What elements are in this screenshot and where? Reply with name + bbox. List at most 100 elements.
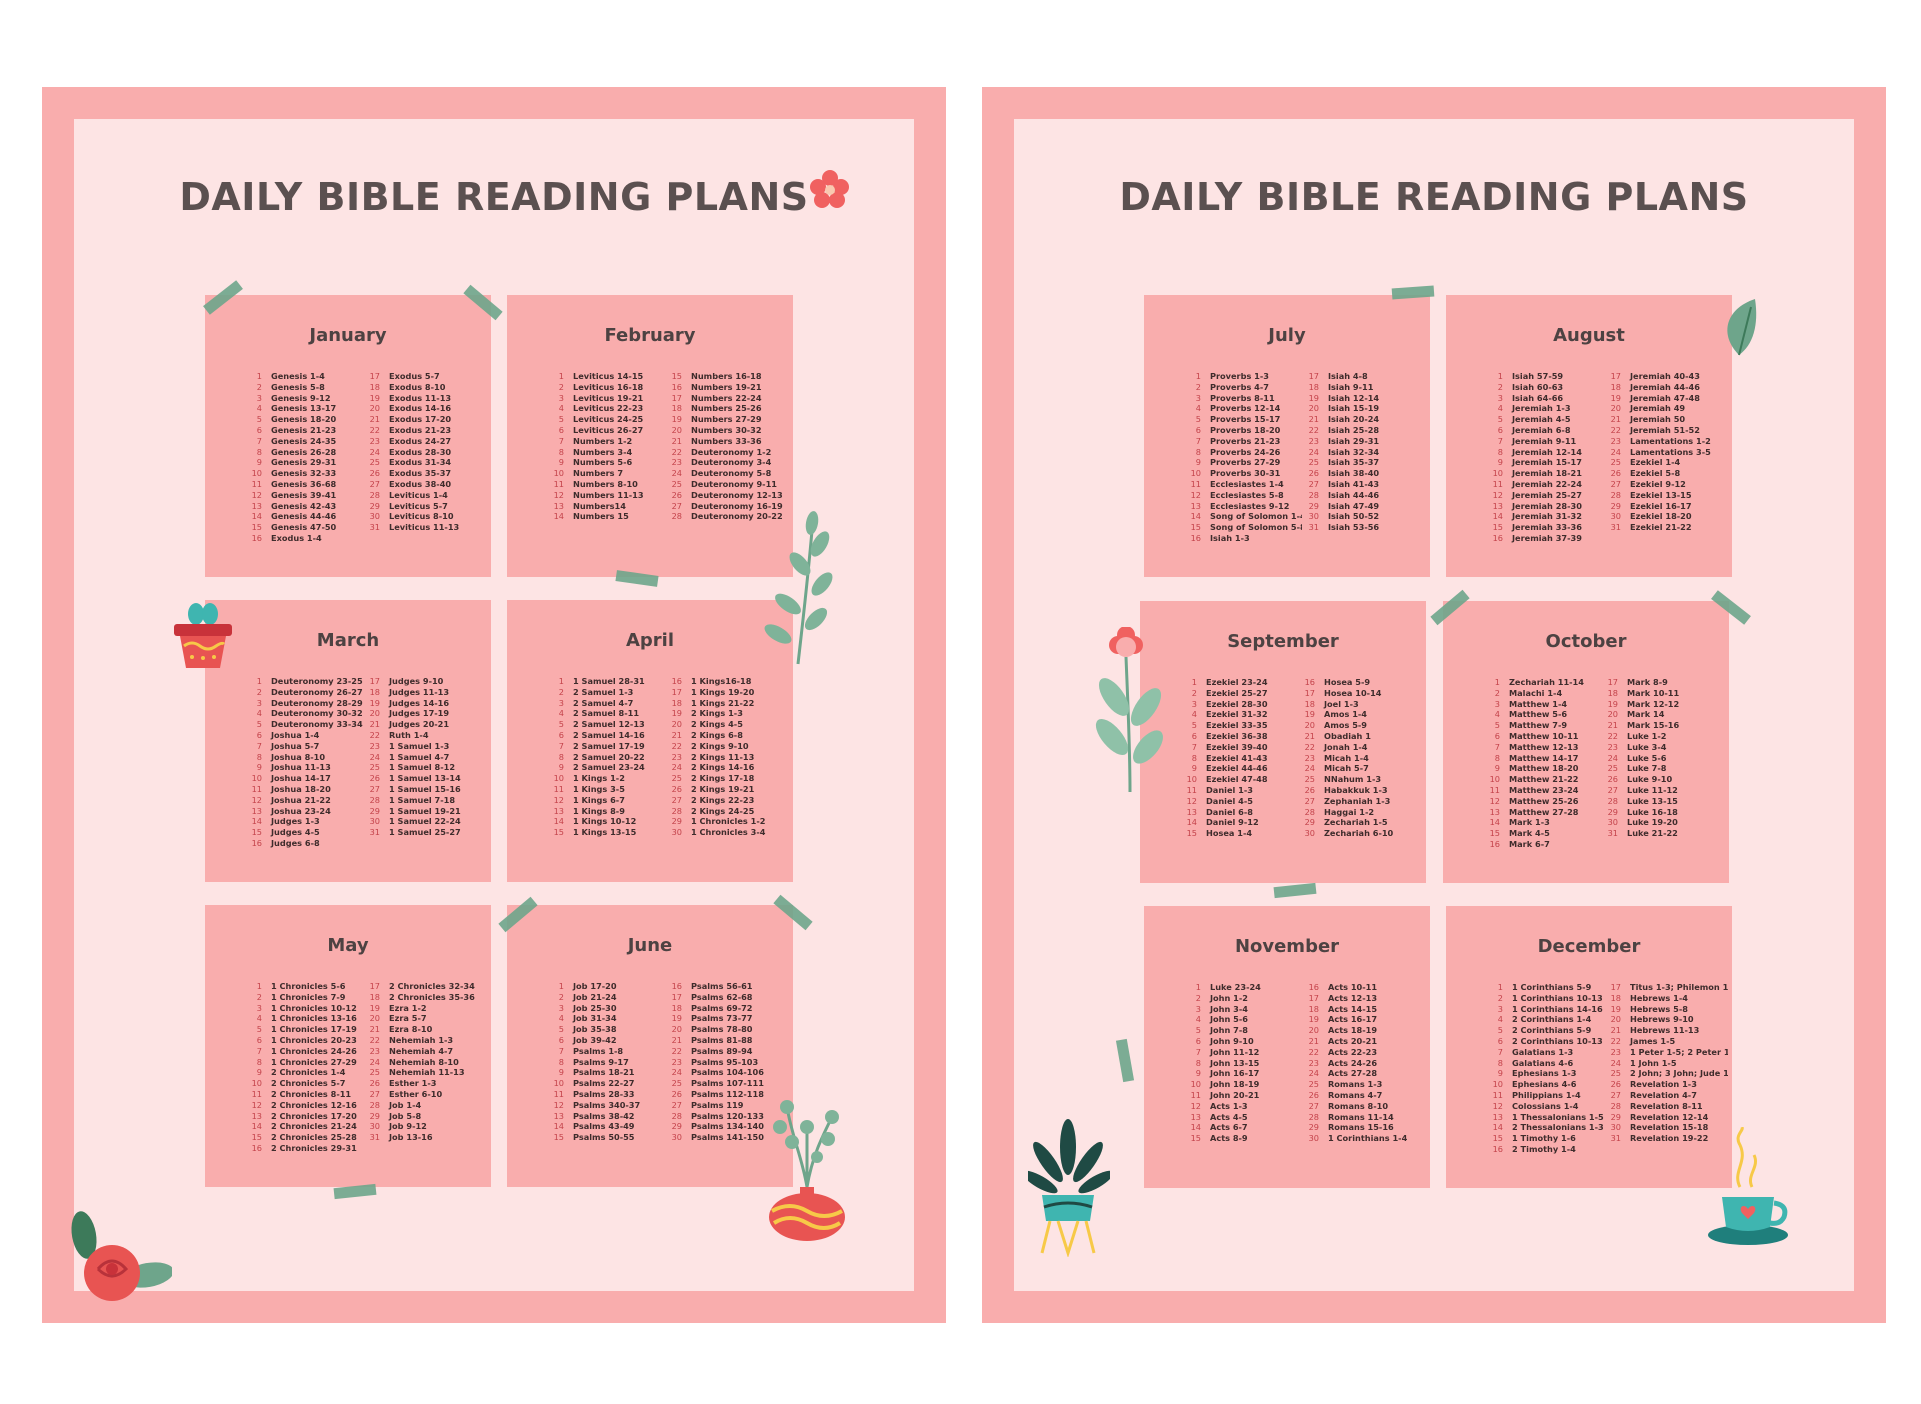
- day-number: 6: [1195, 424, 1201, 435]
- reading-text: Exodus 5-7: [389, 371, 440, 381]
- day-number: 2: [558, 991, 564, 1002]
- reading-text: Matthew 27-28: [1509, 806, 1579, 817]
- month-card-september: September 1 Ezekiel 23-24 2 Ezekiel 25-27 3 E…: [1140, 601, 1426, 883]
- reading-text: John 16-17: [1210, 1068, 1260, 1079]
- day-number: 10: [251, 1078, 262, 1089]
- reading-row: 7 Genesis 24-35: [245, 436, 363, 447]
- day-number: 19: [369, 392, 380, 403]
- day-number: 1: [256, 371, 262, 381]
- day-number: 18: [1304, 698, 1315, 709]
- reading-text: Isiah 29-31: [1328, 435, 1380, 446]
- reading-row: 12 Genesis 39-41: [245, 490, 363, 501]
- reading-row: 1 1 Corinthians 5-9: [1486, 982, 1604, 993]
- day-number: 9: [1195, 457, 1201, 468]
- day-number: 27: [1308, 478, 1319, 489]
- day-number: 16: [1489, 838, 1500, 849]
- day-number: 17: [671, 392, 682, 403]
- reading-row: 19 Isiah 12-14: [1302, 393, 1426, 404]
- reading-text: Ephesians 1-3: [1512, 1068, 1577, 1079]
- month-card-january: January 1 Genesis 1-4 2 Genesis 5-8 3 Genesis…: [205, 295, 491, 577]
- reading-row: 14 Numbers 15: [547, 511, 665, 522]
- reading-text: Numbers 25-26: [691, 403, 762, 414]
- reading-row: 30 Psalms 141-150: [665, 1132, 789, 1143]
- reading-text: Hosea 10-14: [1324, 687, 1382, 698]
- reading-text: Deuteronomy 1-2: [691, 446, 772, 457]
- reading-text: Psalms 141-150: [691, 1132, 764, 1143]
- day-number: 18: [1308, 381, 1319, 392]
- reading-column: 1 1 Chronicles 5-6 2 1 Chronicles 7-9 3 1 Chr…: [245, 981, 363, 1154]
- day-number: 8: [1191, 752, 1197, 763]
- day-number: 7: [256, 435, 262, 446]
- reading-row: 30 Luke 19-20: [1601, 817, 1725, 828]
- day-number: 25: [1610, 457, 1621, 468]
- day-number: 3: [1494, 698, 1500, 709]
- reading-text: Hosea 1-4: [1206, 828, 1253, 839]
- reading-text: 1 Samuel 19-21: [389, 805, 461, 816]
- day-number: 3: [256, 697, 262, 708]
- day-number: 27: [1610, 478, 1621, 489]
- reading-column: 16 1 Kings16-18 17 1 Kings 19-20 18 1 Kings 2…: [665, 676, 789, 838]
- month-card-july: July 1 Proverbs 1-3 2 Proverbs 4-7 3 Proverbs…: [1144, 295, 1430, 577]
- reading-text: Exodus 28-30: [389, 446, 452, 457]
- reading-text: Ezekiel 23-24: [1206, 677, 1268, 687]
- day-number: 28: [1308, 489, 1319, 500]
- reading-row: 8 Proverbs 24-26: [1184, 447, 1302, 458]
- reading-row: 1 Ezekiel 23-24: [1180, 677, 1298, 688]
- reading-row: 26 Deuteronomy 12-13: [665, 490, 789, 501]
- reading-text: Luke 1-2: [1627, 730, 1667, 741]
- month-card-october: October 1 Zechariah 11-14 2 Malachi 1-4 3 Mat…: [1443, 601, 1729, 883]
- day-number: 4: [1195, 1014, 1201, 1025]
- day-number: 15: [553, 1132, 564, 1143]
- reading-row: 15 Mark 4-5: [1483, 828, 1601, 839]
- right-page: DAILY BIBLE READING PLANS July 1 Proverbs…: [982, 87, 1886, 1323]
- reading-text: Jeremiah 51-52: [1630, 424, 1700, 435]
- day-number: 20: [1607, 709, 1618, 720]
- reading-text: Genesis 21-23: [271, 424, 337, 435]
- reading-row: 2 Malachi 1-4: [1483, 688, 1601, 699]
- day-number: 12: [553, 794, 564, 805]
- day-number: 24: [671, 1067, 682, 1078]
- reading-text: Leviticus 8-10: [389, 511, 454, 522]
- reading-text: Job 39-42: [573, 1034, 617, 1045]
- reading-row: 16 Acts 10-11: [1302, 982, 1426, 993]
- day-number: 27: [369, 783, 380, 794]
- reading-text: Ezekiel 18-20: [1630, 511, 1692, 522]
- reading-row: 5 2 Corinthians 5-9: [1486, 1025, 1604, 1036]
- reading-text: Job 13-16: [389, 1132, 433, 1143]
- reading-row: 6 Matthew 10-11: [1483, 731, 1601, 742]
- reading-text: Zechariah 1-5: [1324, 817, 1388, 828]
- day-number: 20: [1308, 1025, 1319, 1036]
- reading-text: 2 Chronicles 12-16: [271, 1099, 357, 1110]
- reading-row: 14 Jeremiah 31-32: [1486, 511, 1604, 522]
- day-number: 6: [256, 1034, 262, 1045]
- reading-row: 6 Jeremiah 6-8: [1486, 425, 1604, 436]
- reading-text: Jeremiah 50: [1630, 414, 1686, 425]
- reading-row: 8 2 Samuel 20-22: [547, 752, 665, 763]
- reading-row: 1 Deuteronomy 23-25: [245, 676, 363, 687]
- day-number: 19: [671, 414, 682, 425]
- day-number: 5: [1195, 414, 1201, 425]
- reading-text: Romans 1-3: [1328, 1079, 1383, 1090]
- reading-row: 30 Zechariah 6-10: [1298, 828, 1422, 839]
- reading-text: 1 Thessalonians 1-5: [1512, 1111, 1604, 1122]
- day-number: 15: [553, 827, 564, 838]
- reading-row: 8 John 13-15: [1184, 1058, 1302, 1069]
- reading-row: 13 1 Thessalonians 1-5: [1486, 1112, 1604, 1123]
- reading-text: 1 Chronicles 27-29: [271, 1056, 357, 1067]
- reading-text: 1 Kings 13-15: [573, 827, 637, 838]
- reading-row: 30 Ezekiel 18-20: [1604, 511, 1728, 522]
- reading-row: 16 Psalms 56-61: [665, 981, 789, 992]
- reading-row: 10 2 Chronicles 5-7: [245, 1078, 363, 1089]
- reading-text: 1 Kings 1-2: [573, 773, 625, 784]
- reading-row: 1 1 Chronicles 5-6: [245, 981, 363, 992]
- reading-row: 12 Numbers 11-13: [547, 490, 665, 501]
- reading-text: Jeremiah 37-39: [1512, 532, 1582, 543]
- reading-text: Psalms 119: [691, 1099, 744, 1110]
- reading-row: 20 Mark 14: [1601, 709, 1725, 720]
- reading-text: Ruth 1-4: [389, 729, 429, 740]
- day-number: 12: [553, 1099, 564, 1110]
- reading-row: 17 Judges 9-10: [363, 676, 487, 687]
- reading-text: Leviticus 14-15: [573, 371, 644, 381]
- reading-row: 20 Psalms 78-80: [665, 1024, 789, 1035]
- reading-text: Numbers 11-13: [573, 489, 644, 500]
